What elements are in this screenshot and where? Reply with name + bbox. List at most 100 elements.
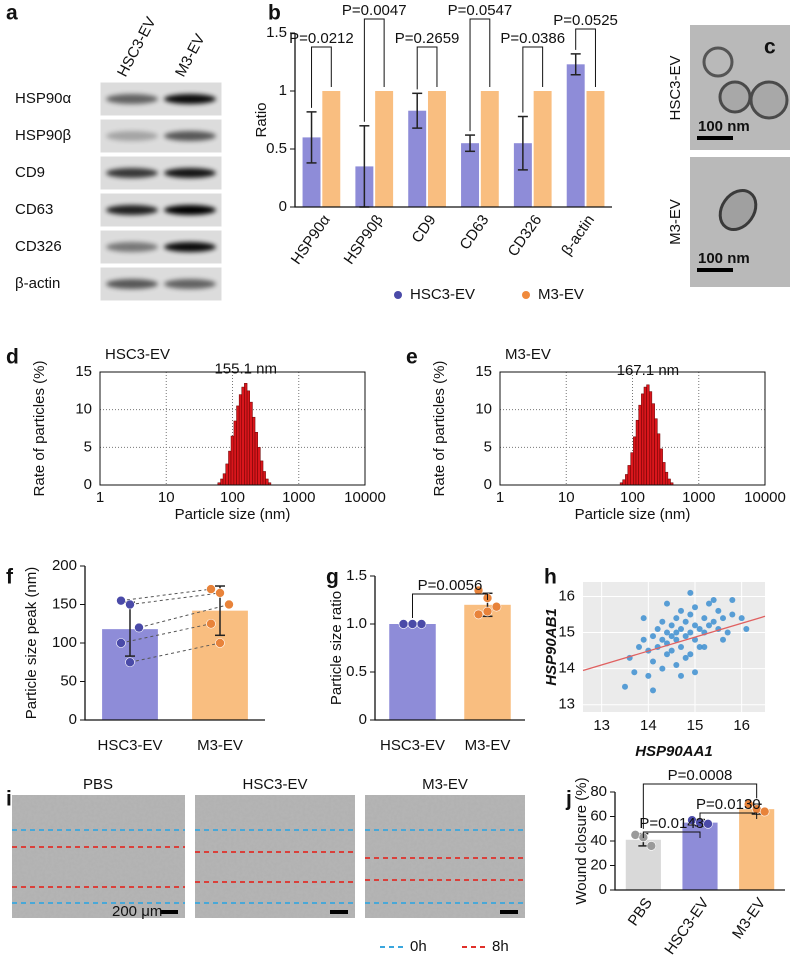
blot-band: [106, 168, 158, 178]
x-tick-label: M3-EV: [465, 737, 511, 754]
data-point: [224, 599, 234, 610]
y-tick-label: 20: [590, 856, 607, 873]
y-tick-label: 0: [69, 711, 77, 728]
histogram-bar: [230, 435, 235, 486]
blot-band: [164, 131, 216, 141]
pair-line: [129, 592, 221, 605]
y-axis-label: Wound closure (%): [573, 777, 590, 904]
scatter-point: [710, 597, 717, 604]
p-value: P=0.0386: [500, 30, 565, 47]
panel-label: d: [6, 346, 19, 369]
scatter-point: [673, 629, 680, 636]
y-tick-label: 10: [475, 401, 492, 418]
bar: [513, 143, 532, 207]
x-tick-label: HSC3-EV: [661, 895, 712, 958]
texture: [365, 795, 525, 918]
data-point: [759, 806, 770, 817]
scatter-point: [706, 600, 712, 607]
peak-annotation: 155.1 nm: [214, 360, 277, 377]
bar: [480, 91, 499, 207]
data-point: [134, 622, 144, 633]
panel-label: f: [6, 566, 14, 589]
vesicle: [718, 189, 758, 231]
x-tick-label: 10000: [344, 489, 386, 506]
x-tick-label: 14: [640, 717, 657, 734]
histogram-bar: [228, 450, 232, 486]
histogram-bar: [638, 404, 642, 486]
scatter-point: [687, 589, 694, 596]
histogram-bar: [654, 418, 658, 486]
y-tick-label: 10: [75, 401, 92, 418]
bar: [389, 624, 436, 720]
data-point: [215, 588, 225, 598]
scatter-point: [696, 625, 703, 632]
data-point: [398, 619, 409, 629]
scatter-point: [720, 636, 726, 643]
scatter-point: [678, 607, 684, 614]
blot-row-label: CD9: [15, 164, 45, 181]
bar: [566, 64, 585, 207]
y-tick-label: 15: [475, 363, 492, 380]
y-tick-label: 15: [558, 624, 575, 641]
histogram-bar: [220, 478, 224, 486]
wound-column-label: M3-EV: [422, 776, 468, 793]
scatter-point: [631, 669, 638, 676]
data-point: [703, 819, 713, 829]
pair-line: [120, 588, 212, 602]
blot-band: [106, 279, 158, 289]
histogram-bar: [635, 419, 639, 486]
blot-band: [164, 94, 216, 104]
y-tick-label: 0.5: [266, 140, 287, 157]
x-tick-label: 16: [733, 717, 750, 734]
vesicle: [702, 46, 734, 78]
y-axis-label: Particle size peak (nm): [23, 567, 40, 720]
histogram-bar: [260, 460, 264, 486]
bracket: [522, 46, 544, 113]
panel-label: a: [6, 2, 18, 25]
blot-band: [106, 131, 158, 141]
histogram-bar: [646, 384, 650, 486]
x-axis-label: HSP90AA1: [635, 743, 713, 760]
y-axis-label: Ratio: [253, 102, 270, 137]
scatter-point: [678, 672, 684, 679]
histogram-bar: [249, 401, 253, 486]
data-point: [743, 799, 754, 810]
y-tick-label: 150: [52, 595, 77, 612]
plot-frame: [499, 371, 766, 486]
panel-label: g: [326, 566, 339, 589]
y-tick-label: 5: [484, 438, 492, 455]
scatter-point: [678, 625, 684, 632]
histogram-bar: [657, 433, 661, 486]
scatter-point: [650, 633, 656, 640]
histogram-bar: [222, 473, 226, 486]
y-tick-label: 1.0: [346, 615, 367, 632]
scatter-point: [673, 615, 680, 622]
axis-line: [374, 576, 525, 721]
y-tick-label: 13: [558, 696, 575, 713]
scatter-point: [701, 615, 708, 622]
scatter-point: [622, 683, 628, 690]
legend-label: 8h: [492, 938, 509, 955]
data-point: [407, 619, 418, 629]
scatter-point: [664, 651, 670, 658]
axis-line: [294, 33, 612, 208]
p-value: P=0.0525: [553, 12, 618, 29]
bracket: [642, 783, 758, 829]
scale-bar-label: 100 nm: [698, 118, 750, 135]
trend-line: [582, 615, 766, 672]
blot-band: [106, 242, 158, 252]
sample-label: M3-EV: [505, 346, 551, 363]
legend-label: M3-EV: [538, 286, 584, 303]
y-tick-label: 0.5: [346, 663, 367, 680]
y-tick-label: 50: [60, 672, 77, 689]
scatter-point: [682, 654, 689, 661]
scatter-point: [668, 647, 675, 654]
scatter-point: [687, 611, 694, 618]
scale-bar-label: 200 μm: [112, 903, 162, 920]
histogram-bar: [254, 432, 258, 486]
y-tick-label: 1.5: [346, 567, 367, 584]
bracket: [469, 18, 491, 132]
scatter-point: [640, 615, 647, 622]
x-tick-label: CD9: [408, 212, 439, 246]
x-tick-label: 13: [593, 717, 610, 734]
